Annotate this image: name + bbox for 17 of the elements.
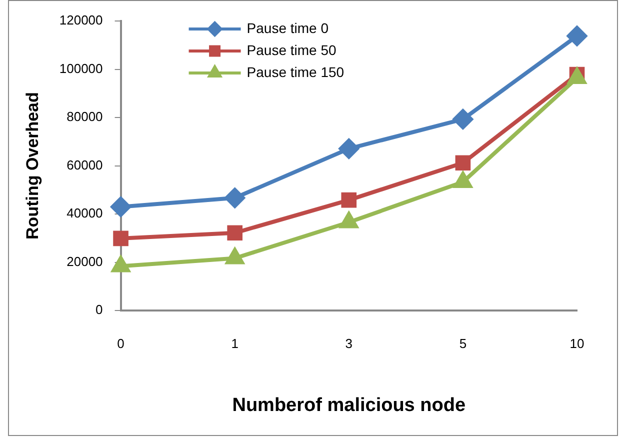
y-tick-label: 20000 <box>66 254 103 269</box>
x-axis-title: Numberof malicious node <box>232 394 466 416</box>
x-tick-label: 1 <box>231 336 238 351</box>
x-tick-label: 10 <box>570 336 584 351</box>
y-tick-label: 0 <box>96 302 103 318</box>
legend-label: Pause time 50 <box>246 42 336 58</box>
y-tick-label: 120000 <box>59 12 103 28</box>
y-tick-label: 100000 <box>59 60 103 76</box>
x-tick-label: 0 <box>117 336 124 351</box>
y-axis-title: Routing Overhead <box>22 92 42 240</box>
legend-label: Pause time 150 <box>246 64 344 80</box>
y-tick-label: 80000 <box>66 109 103 124</box>
x-tick-label: 5 <box>459 336 467 351</box>
legend-label: Pause time 0 <box>246 20 329 36</box>
x-tick-label: 3 <box>345 336 353 351</box>
y-tick-label: 40000 <box>66 206 103 221</box>
y-tick-label: 60000 <box>66 157 103 172</box>
